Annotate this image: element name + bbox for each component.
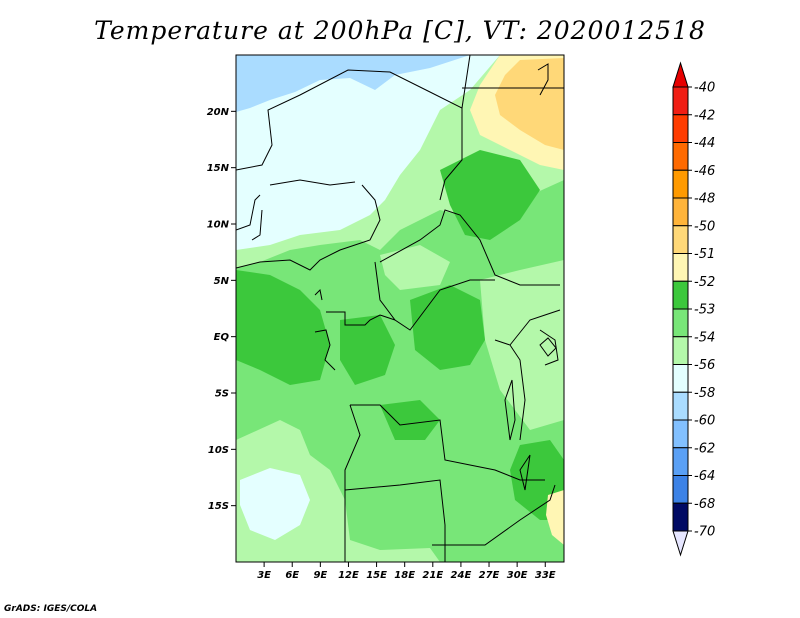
colorbar-label: -44 xyxy=(694,136,715,151)
colorbar-label: -54 xyxy=(694,330,715,345)
colorbar-segment xyxy=(672,114,689,143)
temperature-fill-52 xyxy=(410,285,485,370)
lat-tick-label: EQ xyxy=(214,332,230,343)
colorbar-label: -48 xyxy=(694,192,715,207)
lon-tick-label: 15E xyxy=(366,570,387,581)
lon-tick-label: 21E xyxy=(422,570,443,581)
colorbar-segment xyxy=(672,280,689,310)
colorbar-segment xyxy=(672,142,689,171)
lon-tick-label: 12E xyxy=(338,570,359,581)
lon-tick-label: 24E xyxy=(451,570,472,581)
colorbar: -40 -42 -44 -46 -48 -50 -51 -52 -53 -54 -56 -58 -60 -… xyxy=(672,61,715,557)
colorbar-segment xyxy=(672,419,689,449)
temperature-fill-56 xyxy=(240,468,310,540)
temperature-fill-50 xyxy=(495,58,564,150)
map-title: Temperature at 200hPa [C], VT: 202001251… xyxy=(94,16,706,45)
lat-tick-label: 10S xyxy=(208,445,229,456)
colorbar-label: -56 xyxy=(694,358,715,373)
lon-tick-label: 6E xyxy=(285,570,299,581)
temperature-fill-51 xyxy=(546,490,564,545)
lat-tick-label: 5N xyxy=(214,276,230,287)
country-boundaries xyxy=(236,55,564,562)
lakes xyxy=(314,63,557,491)
colorbar-label: -60 xyxy=(694,414,715,429)
colorbar-label: -64 xyxy=(694,469,715,484)
colorbar-label: -58 xyxy=(694,386,715,401)
colorbar-segment xyxy=(672,253,689,282)
colorbar-label: -62 xyxy=(694,441,715,456)
temperature-fill-54 xyxy=(380,245,450,290)
temperature-fill-52 xyxy=(440,150,540,240)
lon-tick-label: 30E xyxy=(507,570,528,581)
colorbar-label: -70 xyxy=(694,525,715,540)
map-frame xyxy=(235,54,565,563)
colorbar-label: -68 xyxy=(694,497,715,512)
colorbar-segment xyxy=(672,447,689,476)
colorbar-segment xyxy=(672,225,689,254)
map-area xyxy=(236,55,564,562)
colorbar-label: -40 xyxy=(694,81,715,96)
lat-tick-label: 10N xyxy=(207,220,230,231)
lat-tick-label: 5S xyxy=(215,389,229,400)
lat-tick-label: 15S xyxy=(208,501,229,512)
colorbar-segment xyxy=(672,169,689,199)
colorbar-segment xyxy=(672,475,689,504)
colorbar-label: -50 xyxy=(694,219,715,234)
lat-tick-label: 15N xyxy=(207,163,230,174)
lon-tick-label: 3E xyxy=(257,570,271,581)
lon-tick-label: 27E xyxy=(479,570,500,581)
temperature-fill-52 xyxy=(380,400,440,440)
lon-tick-label: 33E xyxy=(535,570,556,581)
colorbar-label: -42 xyxy=(694,108,715,123)
longitude-axis: 3E 6E 9E 12E 15E 18E 21E 24E 27E 30E 33E xyxy=(257,562,556,581)
colorbar-label: -51 xyxy=(694,247,715,262)
colorbar-label: -53 xyxy=(694,303,715,318)
temperature-fill-52 xyxy=(340,315,395,385)
temperature-fill-56 xyxy=(236,55,500,250)
colorbar-top-arrow xyxy=(672,61,689,88)
colorbar-segment xyxy=(672,308,689,338)
lon-tick-label: 18E xyxy=(394,570,415,581)
colorbar-label: -46 xyxy=(694,164,715,179)
colorbar-segment xyxy=(672,391,689,421)
colorbar-segment xyxy=(672,336,689,365)
colorbar-segment xyxy=(672,197,689,227)
temperature-fill-52 xyxy=(236,270,330,385)
grads-credit: GrADS: IGES/COLA xyxy=(4,604,98,614)
colorbar-segment xyxy=(672,86,689,116)
lat-tick-label: 20N xyxy=(207,107,230,118)
colorbar-segment xyxy=(672,364,689,393)
temperature-fill-58 xyxy=(236,55,470,112)
temperature-fill-54 xyxy=(480,260,564,430)
colorbar-segment xyxy=(672,502,689,532)
lon-tick-label: 9E xyxy=(313,570,327,581)
latitude-axis: 20N 15N 10N 5N EQ 5S 10S 15S xyxy=(207,107,236,512)
colorbar-bottom-arrow xyxy=(672,530,689,557)
colorbar-label: -52 xyxy=(694,275,715,290)
